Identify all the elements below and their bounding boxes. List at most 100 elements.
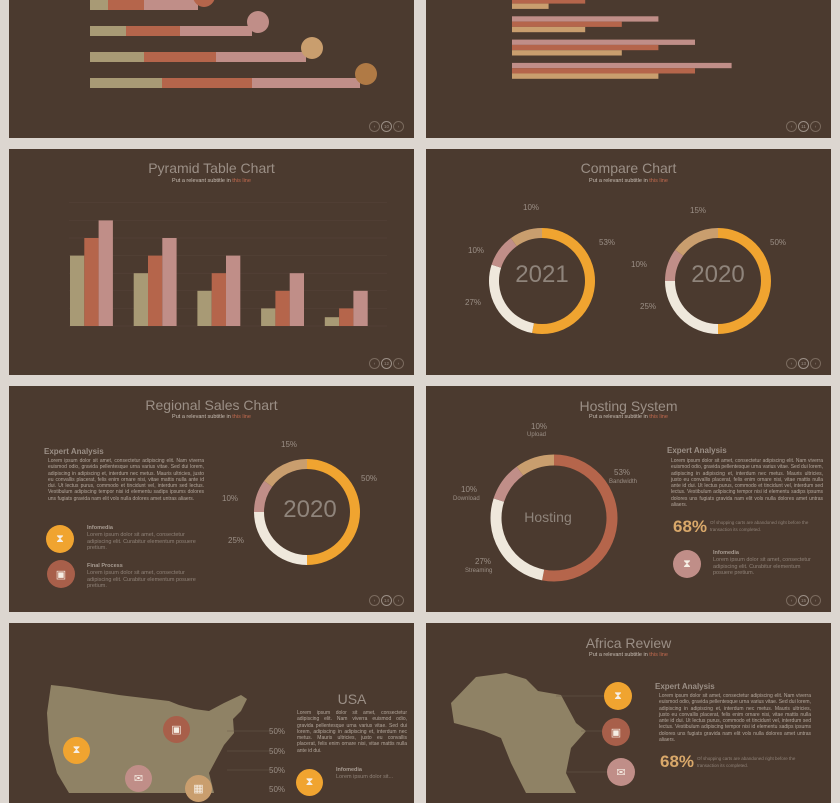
item-title: Infomedia bbox=[87, 525, 113, 531]
slide-usa-map[interactable]: ⧗ ▣ ✉ ▦ 50% 50% 50% 50% USA Lorem ipsum … bbox=[9, 623, 414, 803]
slide-subtitle: Put a relevant subtitle in this line bbox=[172, 414, 251, 420]
prev-button[interactable]: ‹ bbox=[369, 595, 380, 606]
slide-compare-chart[interactable]: Compare Chart Put a relevant subtitle in… bbox=[426, 149, 831, 375]
image-icon: ▣ bbox=[163, 716, 190, 743]
donut-segment bbox=[675, 228, 719, 256]
section-heading: Expert Analysis bbox=[44, 447, 104, 456]
hourglass-icon: ⧗ bbox=[296, 769, 323, 796]
grouped-bar-chart bbox=[512, 0, 732, 79]
donut-segment bbox=[665, 280, 719, 334]
bar-segment bbox=[144, 52, 216, 62]
donut-segment bbox=[665, 249, 684, 282]
pct-label: 50% bbox=[269, 766, 286, 775]
donut-segment bbox=[489, 264, 535, 334]
next-button[interactable]: › bbox=[393, 358, 404, 369]
next-button[interactable]: › bbox=[393, 121, 404, 132]
item-text: Lorem ipsum dolor sit amet, consectetur … bbox=[87, 532, 196, 551]
next-button[interactable]: › bbox=[810, 358, 821, 369]
bar bbox=[512, 62, 732, 69]
item-text: Lorem ipsum dolor sit amet, consectetur … bbox=[87, 570, 196, 589]
prev-button[interactable]: ‹ bbox=[786, 358, 797, 369]
donut-segment bbox=[264, 459, 308, 487]
pct-label: 10% bbox=[222, 494, 239, 503]
pct-label: 53% bbox=[614, 468, 631, 477]
slide-nav: ‹ 10 › bbox=[369, 121, 404, 132]
prev-button[interactable]: ‹ bbox=[786, 595, 797, 606]
bar bbox=[512, 68, 695, 74]
next-button[interactable]: › bbox=[810, 595, 821, 606]
bar bbox=[512, 44, 659, 51]
slide-nav: ‹ 15 › bbox=[786, 595, 821, 606]
body-text: Lorem ipsum dolor sit amet, consectetur … bbox=[659, 693, 811, 744]
bar bbox=[512, 73, 659, 79]
bar-segment bbox=[180, 26, 252, 36]
slide-nav: ‹ 11 › bbox=[786, 121, 821, 132]
bar bbox=[70, 255, 85, 326]
slide-title: Africa Review bbox=[585, 635, 672, 651]
slide-regional-sales-chart[interactable]: Regional Sales Chart Put a relevant subt… bbox=[9, 386, 414, 612]
page-number: 13 bbox=[798, 358, 809, 369]
bar-segment bbox=[144, 0, 198, 10]
bar bbox=[512, 26, 586, 33]
pencil-icon bbox=[355, 63, 377, 85]
bar bbox=[133, 273, 148, 326]
bar bbox=[512, 3, 549, 9]
hourglass-icon: ⧗ bbox=[604, 682, 632, 710]
bar bbox=[324, 317, 340, 326]
pct-label: 15% bbox=[690, 206, 707, 215]
slide-title: Compare Chart bbox=[580, 160, 677, 176]
bar-segment bbox=[108, 0, 144, 10]
usa-map bbox=[47, 685, 271, 793]
shirt-icon bbox=[193, 0, 215, 7]
slide-grouped-bar[interactable]: ‹ 11 › bbox=[426, 0, 831, 138]
bar bbox=[162, 238, 177, 326]
bar bbox=[512, 39, 695, 45]
stacked-bar-chart bbox=[90, 0, 377, 88]
item-title: Infomedia bbox=[713, 550, 739, 556]
next-button[interactable]: › bbox=[393, 595, 404, 606]
category-label: Download bbox=[453, 496, 480, 502]
africa-map bbox=[451, 673, 611, 793]
slide-title: USA bbox=[337, 691, 367, 707]
slide-subtitle: Put a relevant subtitle in this line bbox=[589, 178, 668, 184]
calendar-icon: ▦ bbox=[185, 775, 212, 802]
next-button[interactable]: › bbox=[810, 121, 821, 132]
prev-button[interactable]: ‹ bbox=[369, 358, 380, 369]
regional-donut-chart bbox=[254, 459, 360, 565]
prev-button[interactable]: ‹ bbox=[369, 121, 380, 132]
hosting-donut-chart bbox=[490, 454, 618, 582]
bar bbox=[98, 220, 113, 326]
item-title: Infomedia bbox=[336, 767, 362, 773]
donut-segment bbox=[254, 511, 308, 565]
donut-center-label: 2021 bbox=[515, 261, 569, 288]
bar bbox=[197, 290, 212, 326]
hourglass-icon: ⧗ bbox=[63, 737, 90, 764]
database-icon bbox=[247, 11, 269, 33]
bar bbox=[148, 255, 163, 326]
image-icon: ▣ bbox=[602, 718, 630, 746]
bar bbox=[275, 290, 290, 326]
donut-segment bbox=[516, 454, 555, 476]
bar-segment bbox=[90, 0, 108, 10]
stat-text: Of shopping carts are abandoned right be… bbox=[697, 756, 796, 768]
bar bbox=[226, 255, 241, 326]
pct-label: 53% bbox=[599, 238, 616, 247]
slide-hosting-system[interactable]: Hosting System Put a relevant subtitle i… bbox=[426, 386, 831, 612]
slide-pyramid-table-chart[interactable]: Pyramid Table Chart Put a relevant subti… bbox=[9, 149, 414, 375]
donut-segment bbox=[717, 228, 771, 334]
category-label: Streaming bbox=[465, 568, 493, 574]
slide-africa-review[interactable]: Africa Review Put a relevant subtitle in… bbox=[426, 623, 831, 803]
donut-segment bbox=[491, 238, 517, 268]
slide-stacked-bar[interactable]: ‹ 10 › bbox=[9, 0, 414, 138]
bar-segment bbox=[162, 78, 252, 88]
pyramid-bar-chart bbox=[69, 202, 387, 327]
item-text: Lorem ipsum dolor sit... bbox=[336, 774, 394, 780]
bar bbox=[84, 238, 99, 326]
body-text: Lorem ipsum dolor sit amet, consectetur … bbox=[671, 458, 823, 509]
slide-subtitle: Put a relevant subtitle in this line bbox=[589, 414, 668, 420]
prev-button[interactable]: ‹ bbox=[786, 121, 797, 132]
mail-icon: ✉ bbox=[607, 758, 635, 786]
donut-center-label: 2020 bbox=[283, 496, 337, 523]
donut-segment bbox=[493, 466, 524, 503]
item-title: Final Process bbox=[87, 563, 123, 569]
